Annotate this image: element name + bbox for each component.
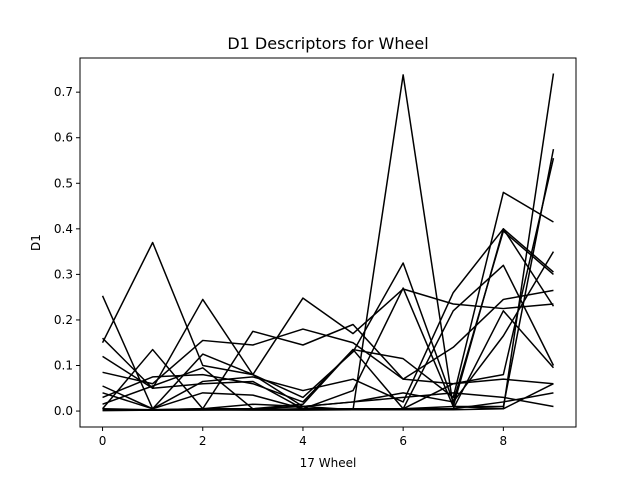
x-axis-label: 17 Wheel	[300, 456, 357, 470]
x-tick-label: 4	[299, 434, 307, 448]
series-layer	[101, 73, 555, 412]
y-tick-label: 0.4	[54, 222, 73, 236]
chart-title: D1 Descriptors for Wheel	[227, 34, 428, 53]
y-axis-label: D1	[29, 234, 43, 251]
y-tick-label: 0.1	[54, 359, 73, 373]
x-tick-label: 8	[500, 434, 508, 448]
series-line-5	[101, 158, 555, 410]
series-line-16	[102, 383, 554, 411]
series-line-9	[102, 228, 555, 410]
axes-frame	[79, 57, 577, 428]
x-tick-label: 6	[399, 434, 407, 448]
y-tick-label: 0.2	[54, 313, 73, 327]
y-tick-label: 0.0	[54, 404, 73, 418]
ticks-layer: 0 2 4 6 8 0.0 0.1 0.2 0.3 0.4 0.5 0.6 0.7	[54, 85, 507, 448]
series-line-4	[102, 288, 554, 390]
series-line-8	[102, 191, 554, 403]
series-line-6	[102, 289, 554, 385]
y-tick-label: 0.6	[54, 131, 73, 145]
plot-area	[80, 58, 576, 427]
y-tick-label: 0.7	[54, 85, 73, 99]
x-tick-label: 2	[199, 434, 207, 448]
y-tick-label: 0.5	[54, 176, 73, 190]
series-line-10	[102, 264, 555, 410]
y-tick-label: 0.3	[54, 267, 73, 281]
x-tick-label: 0	[99, 434, 107, 448]
series-line-7	[102, 148, 555, 410]
series-line-3	[101, 230, 554, 403]
